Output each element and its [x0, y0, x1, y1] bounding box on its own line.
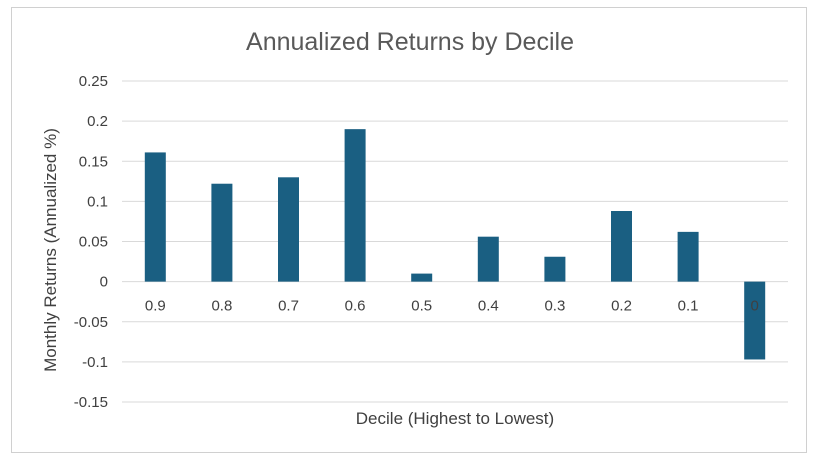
chart-svg: Annualized Returns by Decile 0.25 0.2 0.15… [41, 28, 788, 428]
y-tick-label: 0.2 [87, 113, 108, 130]
y-axis-title: Monthly Returns (Annualized %) [41, 128, 60, 372]
bar [611, 211, 632, 282]
bar [211, 183, 233, 282]
x-tick-label: 0.9 [145, 298, 166, 315]
bar [278, 177, 299, 282]
x-tick-label: 0.6 [345, 298, 366, 315]
x-tick-labels: 0.9 0.8 0.7 0.6 0.5 0.4 0.3 0.2 0.1 0 [145, 298, 759, 315]
bar [477, 236, 499, 282]
x-tick-label: 0 [751, 298, 759, 315]
y-tick-label: -0.05 [74, 314, 108, 331]
y-tick-labels: 0.25 0.2 0.15 0.1 0.05 0 -0.05 -0.1 -0.15 [74, 73, 108, 411]
x-axis-title: Decile (Highest to Lowest) [356, 409, 554, 428]
x-tick-label: 0.8 [211, 298, 232, 315]
x-tick-label: 0.2 [611, 298, 632, 315]
y-tick-label: 0 [100, 274, 108, 291]
bars [144, 129, 766, 360]
x-tick-label: 0.1 [678, 298, 699, 315]
y-tick-label: -0.1 [82, 354, 108, 371]
y-tick-label: 0.25 [79, 73, 108, 90]
bar [344, 129, 366, 282]
y-tick-label: 0.1 [87, 193, 108, 210]
bar [677, 231, 699, 282]
gridlines [122, 80, 788, 403]
y-tick-label: -0.15 [74, 394, 108, 411]
bar [544, 256, 566, 282]
chart-title: Annualized Returns by Decile [246, 28, 574, 56]
y-tick-label: 0.05 [79, 234, 108, 251]
chart-frame: Annualized Returns by Decile 0.25 0.2 0.15… [11, 7, 807, 453]
bar [744, 281, 766, 360]
bar [144, 152, 166, 282]
x-tick-label: 0.3 [544, 298, 565, 315]
x-tick-label: 0.7 [278, 298, 299, 315]
y-tick-label: 0.15 [79, 153, 108, 170]
x-tick-label: 0.5 [411, 298, 432, 315]
x-tick-label: 0.4 [478, 298, 499, 315]
bar [411, 273, 433, 282]
